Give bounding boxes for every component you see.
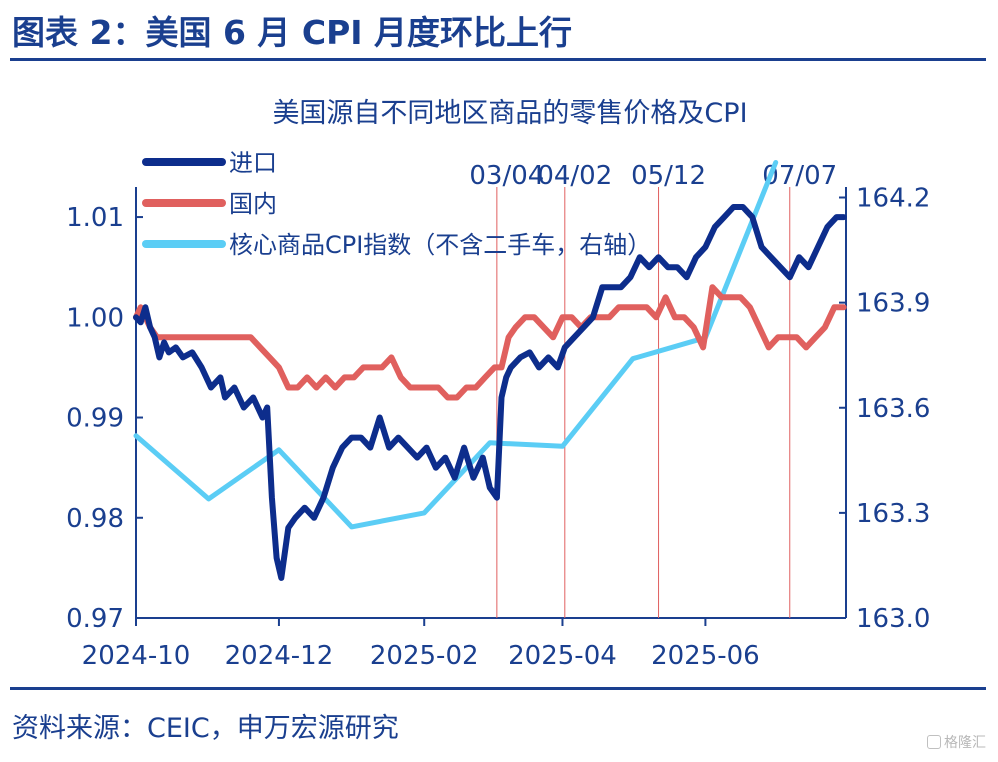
watermark-logo-icon — [927, 735, 941, 749]
x-tick-label: 2025-04 — [508, 641, 617, 671]
left-tick-label: 1.01 — [66, 203, 124, 233]
right-tick-label: 163.3 — [856, 499, 930, 529]
right-tick-label: 163.6 — [856, 394, 930, 424]
event-line-label: 05/12 — [631, 161, 706, 191]
figure-title: 图表 2：美国 6 月 CPI 月度环比上行 — [12, 13, 573, 52]
left-tick-label: 0.98 — [66, 504, 124, 534]
watermark-text: 格隆汇 — [944, 735, 986, 751]
legend-label: 核心商品CPI指数（不含二手车，右轴） — [229, 231, 651, 259]
event-line-label: 04/02 — [537, 161, 612, 191]
left-tick-label: 0.97 — [66, 604, 124, 634]
right-tick-label: 163.0 — [856, 604, 930, 634]
left-tick-label: 0.99 — [66, 404, 124, 434]
series-layer — [133, 160, 847, 581]
series-line-1 — [133, 284, 847, 401]
right-tick-label: 164.2 — [856, 184, 930, 214]
bottom-rule — [10, 687, 986, 690]
x-tick-label: 2024-10 — [82, 641, 191, 671]
watermark: 格隆汇 — [927, 732, 986, 752]
x-tick-label: 2025-06 — [651, 641, 760, 671]
chart-title: 美国源自不同地区商品的零售价格及CPI — [272, 98, 747, 129]
axes: 1.01 1.00 0.99 0.98 0.97 164.2 163.9 163.6 163.3… — [66, 184, 930, 671]
legend-label: 进口 — [229, 149, 277, 177]
legend-label: 国内 — [229, 190, 277, 218]
x-tick-label: 2024-12 — [225, 641, 334, 671]
left-tick-label: 1.00 — [66, 303, 124, 333]
right-tick-label: 163.9 — [856, 289, 930, 319]
event-line-label: 03/04 — [469, 161, 544, 191]
x-tick-label: 2025-02 — [370, 641, 479, 671]
source-note: 资料来源：CEIC，申万宏源研究 — [12, 713, 399, 744]
top-rule — [10, 58, 986, 61]
series-line-0 — [133, 204, 847, 581]
